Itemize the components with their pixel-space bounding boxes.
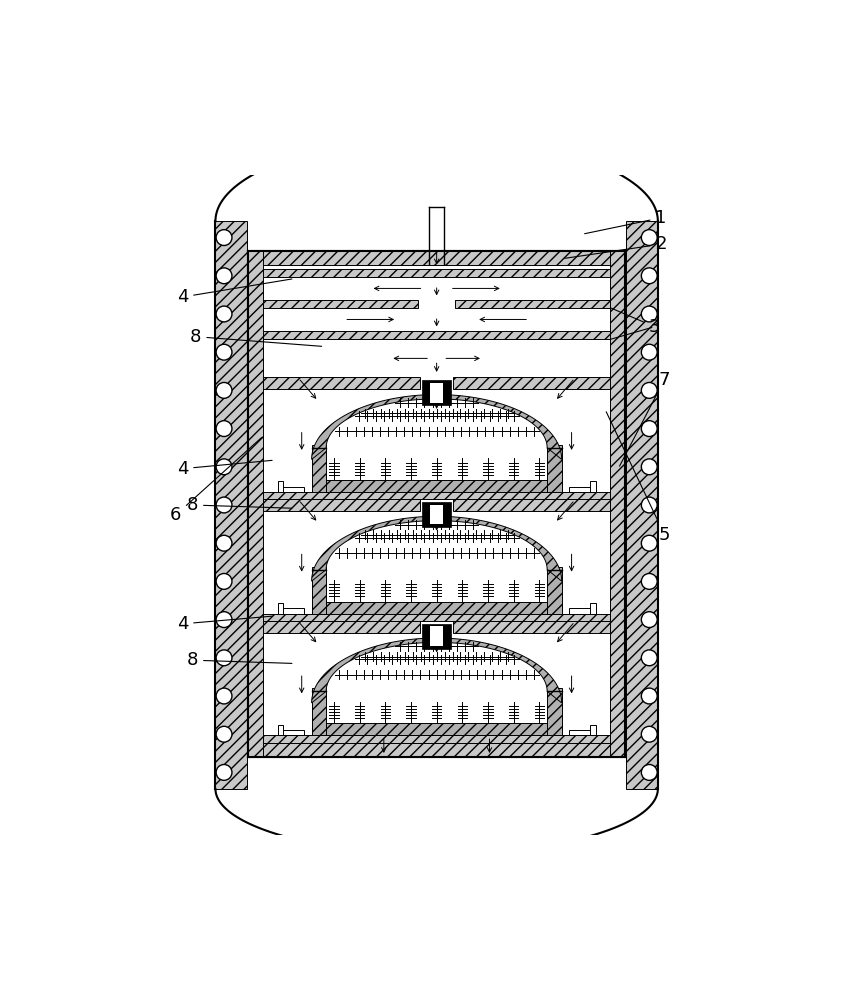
Bar [263, 499, 420, 511]
Bar [263, 269, 610, 277]
Bar [312, 445, 326, 494]
Bar [547, 445, 561, 494]
Text: 7: 7 [619, 371, 671, 466]
Text: 1: 1 [584, 209, 667, 234]
Bar [263, 614, 610, 621]
Polygon shape [312, 638, 561, 703]
Bar [610, 251, 625, 757]
Circle shape [642, 497, 657, 513]
Bar [547, 688, 561, 738]
Circle shape [642, 764, 657, 780]
Circle shape [642, 612, 657, 628]
Bar [249, 251, 263, 757]
Circle shape [642, 344, 657, 360]
Bar [263, 492, 610, 499]
Bar [312, 688, 326, 738]
Text: 8: 8 [190, 328, 321, 346]
Bar [263, 300, 418, 308]
Circle shape [216, 230, 232, 246]
Text: 4: 4 [176, 615, 272, 633]
Bar [453, 621, 610, 633]
Bar [422, 502, 452, 527]
Text: 4: 4 [176, 279, 292, 306]
Bar [278, 730, 304, 735]
Circle shape [216, 726, 232, 742]
Circle shape [642, 268, 657, 284]
Bar [430, 626, 443, 646]
Text: 3: 3 [611, 308, 660, 336]
Text: 8: 8 [187, 651, 292, 669]
Text: 6: 6 [170, 438, 262, 524]
Circle shape [216, 688, 232, 704]
Bar [569, 730, 596, 735]
Text: 4: 4 [176, 460, 272, 478]
Text: 8: 8 [187, 496, 292, 514]
Bar [312, 723, 561, 738]
Bar [263, 621, 420, 633]
Bar [626, 221, 658, 789]
Bar [278, 481, 283, 492]
Circle shape [216, 573, 232, 589]
Bar [569, 608, 596, 614]
Circle shape [642, 306, 657, 322]
Bar [326, 445, 547, 480]
Circle shape [642, 688, 657, 704]
Bar [216, 221, 247, 789]
Bar [312, 567, 326, 616]
Circle shape [642, 230, 657, 246]
Circle shape [642, 726, 657, 742]
Circle shape [642, 459, 657, 475]
Bar [422, 380, 452, 405]
Circle shape [216, 421, 232, 437]
Circle shape [642, 573, 657, 589]
Bar [590, 481, 596, 492]
Bar [590, 603, 596, 614]
Bar [312, 480, 561, 494]
Bar [249, 251, 625, 757]
Circle shape [642, 421, 657, 437]
Bar [263, 735, 610, 743]
Circle shape [216, 306, 232, 322]
Bar [249, 251, 625, 265]
Circle shape [216, 268, 232, 284]
Circle shape [216, 612, 232, 628]
Circle shape [642, 650, 657, 666]
Bar [422, 624, 452, 649]
Circle shape [216, 535, 232, 551]
Bar [249, 743, 625, 757]
Bar [453, 499, 610, 511]
Polygon shape [326, 521, 547, 570]
Bar [326, 688, 547, 723]
Bar [547, 567, 561, 616]
Circle shape [216, 650, 232, 666]
Polygon shape [312, 395, 561, 459]
Polygon shape [326, 399, 547, 448]
Bar [326, 567, 547, 602]
Bar [278, 487, 304, 492]
Bar [312, 602, 561, 616]
Polygon shape [312, 516, 561, 581]
Circle shape [216, 459, 232, 475]
Text: 2: 2 [565, 235, 667, 258]
Circle shape [216, 344, 232, 360]
Bar [430, 505, 443, 524]
Bar [263, 331, 610, 339]
Bar [278, 608, 304, 614]
Bar [263, 377, 420, 389]
Circle shape [216, 497, 232, 513]
Text: 5: 5 [607, 412, 671, 544]
Bar [453, 377, 610, 389]
Bar [278, 603, 283, 614]
Bar [455, 300, 610, 308]
Bar [569, 487, 596, 492]
Polygon shape [326, 642, 547, 691]
Bar [278, 725, 283, 735]
Circle shape [642, 535, 657, 551]
Circle shape [642, 382, 657, 398]
Bar [430, 383, 443, 403]
Circle shape [216, 382, 232, 398]
Circle shape [216, 764, 232, 780]
Bar [590, 725, 596, 735]
